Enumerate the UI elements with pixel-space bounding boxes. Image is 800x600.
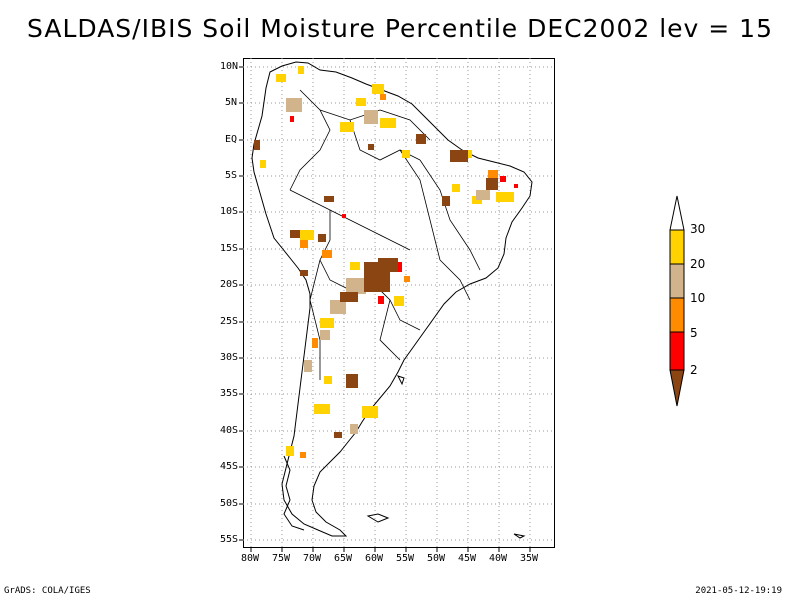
- legend-swatch-below-2: [669, 369, 685, 407]
- map-frame: [243, 58, 555, 548]
- legend-label: 5: [690, 326, 698, 340]
- legend-swatch-5-10: [669, 297, 685, 333]
- continent-outline: [251, 61, 533, 537]
- lon-label: 50W: [427, 553, 446, 564]
- legend-colorbar: [669, 195, 685, 407]
- lat-label: 25S: [220, 316, 239, 327]
- lon-label: 40W: [489, 553, 508, 564]
- lon-label: 35W: [520, 553, 539, 564]
- graticule: [243, 58, 555, 548]
- footer-timestamp: 2021-05-12-19:19: [695, 586, 782, 596]
- lat-label: 50S: [220, 498, 239, 509]
- legend-label: 2: [690, 363, 698, 377]
- lat-label: 5N: [225, 97, 238, 108]
- lon-label: 55W: [396, 553, 415, 564]
- lat-label: 45S: [220, 461, 239, 472]
- lat-label: 10S: [220, 206, 239, 217]
- percentile-patches: [254, 66, 518, 458]
- lat-label: 30S: [220, 352, 239, 363]
- legend-swatch-2-5: [669, 331, 685, 371]
- lon-label: 70W: [303, 553, 322, 564]
- lat-label: 55S: [220, 534, 239, 545]
- legend-label: 10: [690, 291, 706, 305]
- lat-label: 5S: [225, 170, 238, 181]
- legend-swatch-above-30: [669, 195, 685, 231]
- lat-label: 10N: [220, 61, 239, 72]
- legend-label: 30: [690, 222, 706, 236]
- lat-label: 20S: [220, 279, 239, 290]
- map-title: SALDAS/IBIS Soil Moisture Percentile DEC…: [27, 14, 773, 43]
- lon-label: 60W: [365, 553, 384, 564]
- footer-credit: GrADS: COLA/IGES: [4, 586, 91, 596]
- lat-label: EQ: [225, 134, 238, 145]
- axis-ticks: [239, 66, 531, 552]
- islands: [283, 375, 526, 539]
- lon-label: 45W: [458, 553, 477, 564]
- legend-swatch-20-30: [669, 229, 685, 265]
- lon-label: 75W: [272, 553, 291, 564]
- lat-label: 15S: [220, 243, 239, 254]
- lon-label: 80W: [241, 553, 260, 564]
- legend-label: 20: [690, 257, 706, 271]
- country-borders: [289, 89, 481, 380]
- legend-swatch-10-20: [669, 263, 685, 299]
- lon-label: 65W: [334, 553, 353, 564]
- lat-label: 40S: [220, 425, 239, 436]
- lat-label: 35S: [220, 388, 239, 399]
